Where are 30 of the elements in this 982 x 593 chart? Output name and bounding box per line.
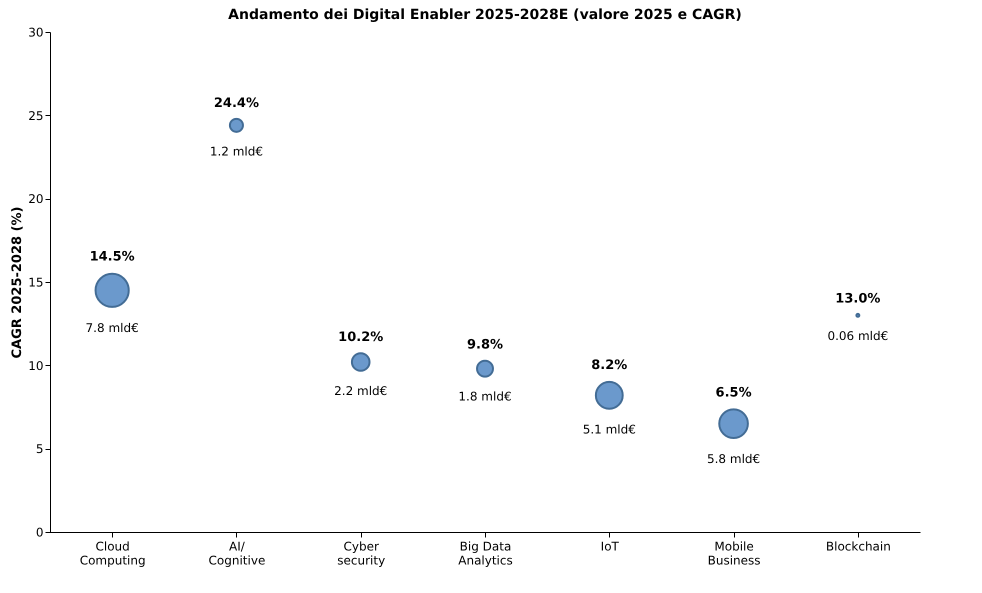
- y-tick-label: 10: [28, 358, 44, 373]
- data-label: 14.5%: [90, 250, 135, 265]
- y-tick-label: 15: [28, 276, 44, 290]
- x-tick-label: Big Data Analytics: [458, 540, 513, 568]
- annotation: 1.2 mld€: [210, 144, 264, 159]
- data-label: 10.2%: [338, 330, 384, 346]
- x-tick-label: Blockchain: [826, 540, 891, 554]
- annotation: 0.06 mld€: [827, 328, 888, 343]
- annotation: 5.8 mld€: [706, 452, 760, 466]
- x-tick-label: Cloud Computing: [80, 540, 146, 568]
- y-tick-label: 30: [28, 26, 44, 40]
- data-label: 8.2%: [591, 358, 628, 374]
- chart-title: Andamento dei Digital Enabler 2025-2028E (valore 2025 e CAGR): [228, 7, 742, 23]
- y-tick-label: 0: [36, 526, 44, 540]
- y-tick-label: 25: [28, 108, 44, 123]
- data-label: 13.0%: [835, 292, 880, 307]
- data-label: 9.8%: [466, 338, 504, 353]
- data-label: 6.5%: [716, 386, 752, 401]
- annotation: 2.2 mld€: [334, 384, 388, 398]
- x-tick-label: AI/ Cognitive: [208, 540, 266, 568]
- y-axis-title: CAGR 2025-2028 (%): [10, 206, 26, 359]
- annotation: 5.1 mld€: [582, 422, 636, 436]
- data-label: 24.4%: [214, 96, 259, 111]
- annotation: 1.8 mld€: [458, 390, 512, 404]
- x-tick-label: Mobile Business: [708, 540, 761, 568]
- y-tick-label: 5: [36, 442, 44, 456]
- x-tick-label: Cyber security: [337, 540, 386, 568]
- x-tick-label: IoT: [600, 540, 620, 554]
- annotation: 7.8 mld€: [86, 321, 139, 336]
- y-tick-label: 20: [28, 192, 44, 206]
